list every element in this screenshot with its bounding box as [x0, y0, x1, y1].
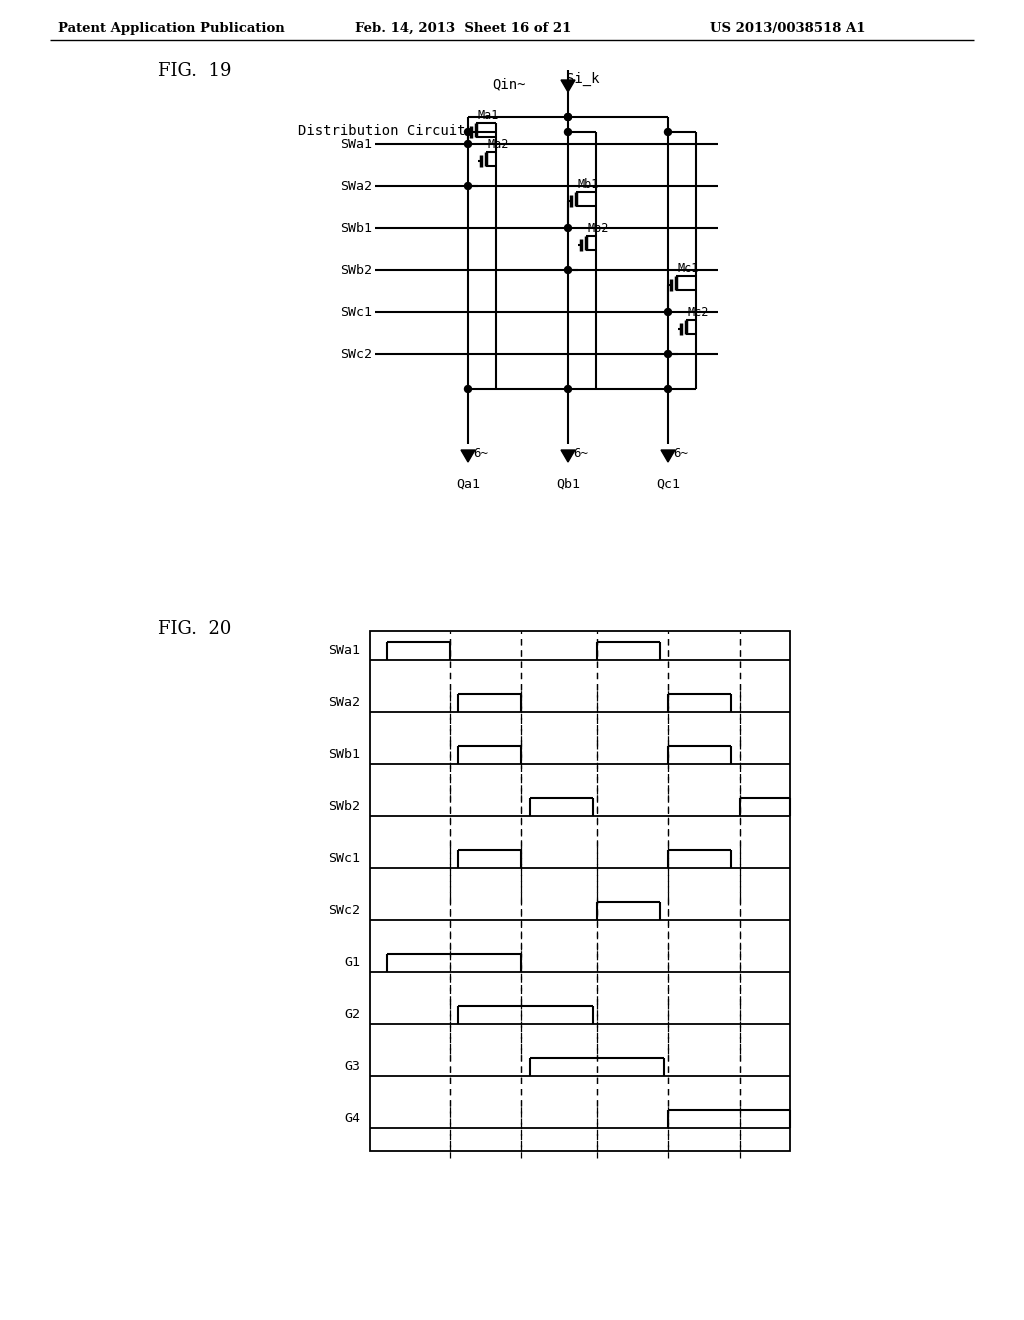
Text: Mb1: Mb1: [578, 178, 599, 191]
Text: FIG.  20: FIG. 20: [158, 620, 231, 638]
Text: SWc1: SWc1: [328, 853, 360, 866]
Polygon shape: [561, 81, 575, 92]
Circle shape: [564, 128, 571, 136]
Polygon shape: [461, 450, 475, 462]
Circle shape: [564, 224, 571, 231]
Text: SWa2: SWa2: [340, 180, 372, 193]
Text: Qa1: Qa1: [456, 478, 480, 491]
Circle shape: [564, 114, 571, 120]
Text: SWb1: SWb1: [340, 222, 372, 235]
Text: Qb1: Qb1: [556, 478, 580, 491]
Text: Mb2: Mb2: [588, 222, 609, 235]
Text: 6~: 6~: [673, 447, 688, 459]
Text: Qin~: Qin~: [493, 77, 526, 91]
Circle shape: [465, 385, 471, 392]
Text: SWa1: SWa1: [328, 644, 360, 657]
Text: SWb2: SWb2: [328, 800, 360, 813]
Text: Patent Application Publication: Patent Application Publication: [58, 22, 285, 36]
Text: SWc1: SWc1: [340, 305, 372, 318]
Text: 6~: 6~: [573, 447, 588, 459]
Circle shape: [665, 309, 672, 315]
Text: Mc1: Mc1: [678, 261, 699, 275]
Circle shape: [564, 114, 571, 120]
Text: SWc2: SWc2: [328, 904, 360, 917]
Polygon shape: [662, 450, 675, 462]
Text: SWa2: SWa2: [328, 697, 360, 710]
Text: G3: G3: [344, 1060, 360, 1073]
Circle shape: [465, 140, 471, 148]
Circle shape: [665, 128, 672, 136]
Text: G2: G2: [344, 1008, 360, 1022]
Text: SWb1: SWb1: [328, 748, 360, 762]
Text: G4: G4: [344, 1113, 360, 1126]
Circle shape: [465, 182, 471, 190]
Circle shape: [564, 267, 571, 273]
Text: SWb2: SWb2: [340, 264, 372, 276]
Circle shape: [665, 351, 672, 358]
Circle shape: [564, 385, 571, 392]
Text: Mc2: Mc2: [688, 306, 710, 319]
Polygon shape: [561, 450, 575, 462]
Text: SWc2: SWc2: [340, 347, 372, 360]
Circle shape: [665, 385, 672, 392]
Text: Ma1: Ma1: [478, 110, 500, 121]
Text: FIG.  19: FIG. 19: [158, 62, 231, 81]
Text: SWa1: SWa1: [340, 137, 372, 150]
Text: Feb. 14, 2013  Sheet 16 of 21: Feb. 14, 2013 Sheet 16 of 21: [355, 22, 571, 36]
Text: Qc1: Qc1: [656, 478, 680, 491]
Text: 6~: 6~: [473, 447, 488, 459]
Text: G1: G1: [344, 957, 360, 969]
Bar: [370, 631, 790, 1151]
Text: Si_k: Si_k: [566, 73, 599, 86]
Text: US 2013/0038518 A1: US 2013/0038518 A1: [710, 22, 865, 36]
Circle shape: [465, 128, 471, 136]
Text: Ma2: Ma2: [488, 139, 509, 150]
Text: Distribution Circuit: Distribution Circuit: [298, 124, 466, 139]
